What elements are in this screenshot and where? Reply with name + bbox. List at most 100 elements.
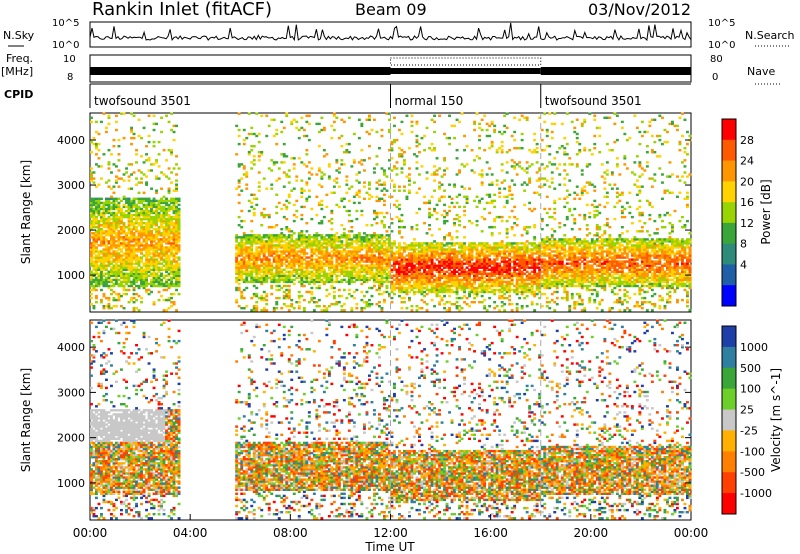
range-gate-cell [325, 272, 329, 275]
range-gate-cell [250, 244, 254, 247]
range-gate-cell [360, 276, 364, 280]
range-gate-cell [390, 276, 394, 280]
range-gate-cell [310, 266, 314, 269]
range-gate-cell [505, 232, 509, 235]
range-gate-cell [365, 236, 369, 239]
range-gate-cell [490, 278, 494, 282]
range-gate-cell [405, 290, 409, 294]
range-gate-cell [110, 197, 113, 200]
range-gate-cell [408, 254, 411, 257]
range-gate-cell [317, 130, 321, 134]
range-gate-cell [508, 282, 512, 286]
range-gate-cell [115, 282, 118, 286]
date-title: 03/Nov/2012 [588, 0, 691, 19]
range-gate-cell [380, 183, 384, 186]
range-gate-cell [332, 264, 336, 267]
range-gate-cell [320, 268, 324, 271]
range-gate-cell [500, 169, 504, 172]
range-gate-cell [448, 195, 451, 198]
range-gate-cell [177, 240, 181, 243]
range-gate-cell [395, 205, 399, 209]
range-gate-cell [292, 266, 296, 269]
range-gate-cell [418, 284, 421, 288]
range-gate-cell [255, 294, 259, 298]
range-gate-cell [425, 292, 429, 296]
range-gate-cell [342, 236, 346, 239]
range-gate-cell [383, 250, 386, 253]
range-gate-cell [363, 238, 366, 241]
range-gate-cell [160, 268, 163, 271]
range-gate-cell [285, 114, 289, 117]
range-gate-cell [95, 240, 98, 243]
range-gate-cell [312, 240, 316, 243]
range-gate-cell [420, 256, 424, 259]
range-gate-cell [317, 222, 321, 225]
range-gate-cell [292, 264, 296, 267]
range-gate-cell [165, 309, 168, 312]
range-gate-cell [150, 219, 153, 223]
range-gate-cell [135, 149, 138, 152]
range-gate-cell [433, 288, 436, 292]
range-gate-cell [458, 264, 461, 267]
range-gate-cell [365, 254, 369, 257]
range-gate-cell [470, 248, 474, 251]
range-gate-cell [398, 268, 401, 271]
range-gate-cell [145, 250, 148, 253]
range-gate-cell [237, 181, 241, 184]
range-gate-cell [95, 234, 98, 237]
range-gate-cell [100, 197, 103, 200]
range-gate-cell [378, 252, 381, 255]
range-gate-cell [267, 213, 271, 217]
range-gate-cell [97, 232, 101, 235]
range-gate-cell [90, 274, 93, 277]
range-gate-cell [140, 171, 143, 174]
range-gate-cell [175, 215, 178, 219]
range-gate-cell [110, 284, 113, 288]
range-gate-cell [252, 280, 256, 284]
range-gate-cell [453, 248, 456, 251]
range-gate-cell [350, 309, 354, 312]
range-gate-cell [330, 209, 334, 213]
range-gate-cell [272, 307, 276, 310]
range-gate-cell [172, 246, 176, 249]
range-gate-cell [122, 226, 126, 229]
range-gate-cell [337, 268, 341, 271]
range-gate-cell [347, 266, 351, 269]
range-gate-cell [408, 262, 411, 265]
range-gate-cell [352, 195, 356, 198]
range-gate-cell [478, 252, 481, 255]
range-gate-cell [112, 201, 116, 205]
range-gate-cell [160, 219, 163, 223]
range-gate-cell [428, 215, 431, 219]
range-gate-cell [408, 298, 411, 302]
range-gate-cell [335, 244, 339, 247]
range-gate-cell [255, 197, 259, 200]
range-gate-cell [240, 248, 244, 251]
range-gate-cell [250, 276, 254, 280]
range-gate-cell [413, 264, 416, 267]
range-gate-cell [423, 280, 426, 284]
range-gate-cell [317, 260, 321, 263]
range-gate-cell [400, 290, 404, 294]
range-gate-cell [147, 222, 151, 225]
range-gate-cell [297, 250, 301, 253]
range-gate-cell [410, 114, 414, 117]
range-gate-cell [237, 276, 241, 280]
range-gate-cell [332, 112, 336, 115]
range-gate-cell [135, 262, 138, 265]
range-gate-cell [120, 217, 123, 221]
range-gate-cell [490, 274, 494, 277]
range-gate-cell [460, 288, 464, 292]
range-gate-cell [428, 274, 431, 277]
range-gate-cell [265, 244, 269, 247]
range-gate-cell [120, 266, 123, 269]
range-gate-cell [493, 199, 497, 203]
range-gate-cell [252, 270, 256, 273]
range-gate-cell [300, 116, 304, 119]
range-gate-cell [475, 258, 479, 261]
range-gate-cell [250, 219, 254, 223]
range-gate-cell [473, 274, 476, 277]
range-gate-cell [282, 248, 286, 251]
range-gate-cell [453, 254, 456, 257]
range-gate-cell [405, 274, 409, 277]
